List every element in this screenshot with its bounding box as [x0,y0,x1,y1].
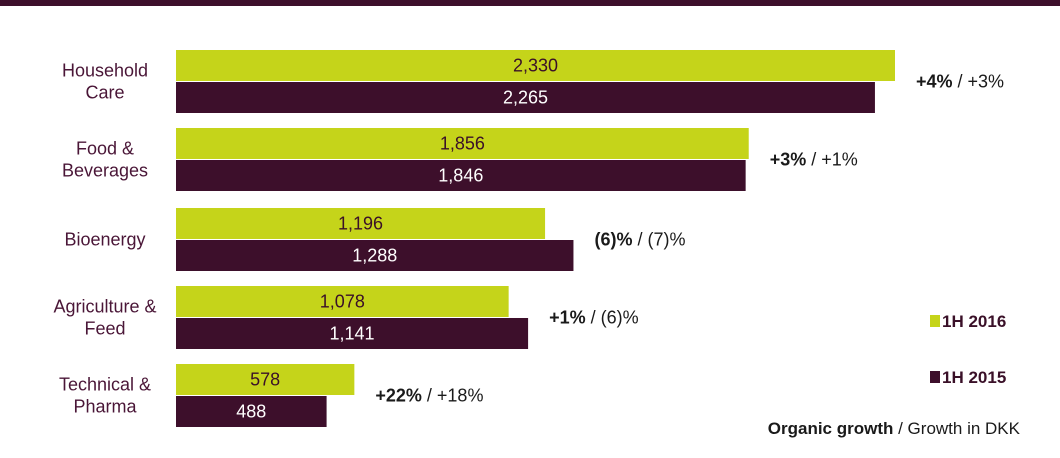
legend-swatch [930,315,940,327]
bar-value-label: 578 [250,370,280,390]
growth-label: +3% / +1% [770,150,858,170]
bar-1h2016 [176,208,546,239]
bar-value-label: 1,288 [352,246,397,266]
bar-1h2016 [176,286,509,317]
bar-value-label: 1,141 [330,324,375,344]
category-label: Agriculture & Feed [53,297,156,339]
bar-value-label: 2,265 [503,88,548,108]
bar-value-label: 1,196 [338,214,383,234]
growth-label: +4% / +3% [916,72,1004,92]
category-label: Technical & Pharma [59,375,151,417]
bar-1h2015 [176,82,875,113]
bar-1h2016 [176,128,749,159]
bar-1h2015 [176,396,327,427]
legend-swatch [930,371,940,383]
growth-label: +22% / +18% [375,386,483,406]
bar-1h2015 [176,318,529,349]
bar-value-label: 1,846 [438,166,483,186]
growth-note: Organic growth / Growth in DKK [768,419,1021,438]
bar-1h2016 [176,50,895,81]
bar-1h2015 [176,160,746,191]
legend-label: 1H 2016 [942,312,1006,331]
category-label: Household Care [62,61,148,103]
bar-1h2015 [176,240,574,271]
category-label: Bioenergy [64,230,145,250]
legend-label: 1H 2015 [942,368,1006,387]
category-label: Food & Beverages [62,139,148,181]
growth-label: +1% / (6)% [549,308,639,328]
bar-1h2016 [176,364,355,395]
bar-value-label: 1,856 [440,134,485,154]
growth-label: (6)% / (7)% [594,230,685,250]
bar-value-label: 2,330 [513,56,558,76]
bar-value-label: 488 [236,402,266,422]
top-rule [0,0,1060,6]
bar-value-label: 1,078 [320,292,365,312]
